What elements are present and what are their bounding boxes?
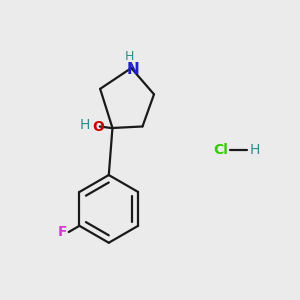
Text: Cl: Cl (213, 143, 228, 157)
Text: H: H (80, 118, 90, 132)
Text: F: F (58, 225, 67, 239)
Text: H: H (250, 143, 260, 157)
Text: O: O (93, 119, 105, 134)
Text: H: H (125, 50, 134, 63)
Text: N: N (126, 62, 139, 77)
